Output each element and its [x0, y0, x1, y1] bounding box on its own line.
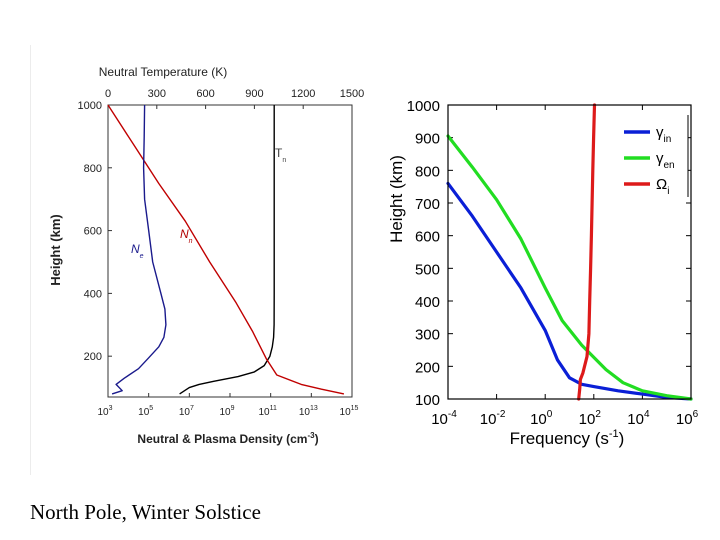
y-tick-label: 1000 — [407, 98, 440, 115]
top-axis-label: Neutral Temperature (K) — [99, 65, 228, 79]
y-tick-label: 400 — [84, 288, 102, 300]
y-tick-label: 700 — [415, 196, 440, 213]
y-axis-label: Height (km) — [387, 155, 406, 243]
y-axis-label: Height (km) — [48, 214, 63, 286]
y-tick-label: 300 — [415, 327, 440, 344]
x-tick-label: 109 — [219, 405, 234, 418]
top-tick-label: 1500 — [340, 88, 364, 100]
y-tick-label: 1000 — [78, 100, 102, 112]
y-tick-label: 200 — [84, 351, 102, 363]
y-tick-label: 100 — [415, 392, 440, 409]
x-tick-label: 10-4 — [431, 409, 457, 428]
label-Tn: Tn — [275, 146, 286, 164]
density-temperature-chart: Neutral Temperature (K) 0 300 600 900 1200 15… — [30, 45, 380, 475]
x-tick-label: 104 — [627, 409, 650, 428]
collision-frequency-chart: 100 200 300 400 500 600 700 800 900 1000 10-4 10-2… — [387, 98, 699, 448]
curve-gamma-en — [446, 134, 693, 401]
x-tick-label: 102 — [579, 409, 602, 428]
y-tick-label: 200 — [415, 359, 440, 376]
top-tick-label: 1200 — [291, 88, 315, 100]
x-tick-label: 10-2 — [480, 409, 506, 428]
legend-label: Ωi — [656, 176, 669, 197]
x-axis-label: Frequency (s-1) — [510, 428, 625, 448]
y-tick-label: 500 — [415, 261, 440, 278]
x-tick-label: 1015 — [340, 405, 359, 418]
legend-label: γin — [656, 124, 671, 145]
y-tick-label: 900 — [415, 131, 440, 148]
x-tick-label: 106 — [676, 409, 699, 428]
x-tick-label: 105 — [138, 405, 153, 418]
curve-gamma-in — [446, 181, 693, 401]
top-tick-label: 600 — [196, 88, 214, 100]
top-tick-label: 0 — [105, 88, 111, 100]
y-tick-label: 800 — [84, 163, 102, 175]
y-tick-label: 600 — [84, 226, 102, 238]
curve-omega-i — [577, 103, 597, 401]
top-tick-label: 900 — [245, 88, 263, 100]
label-Nn: Nn — [180, 227, 193, 245]
x-tick-label: 107 — [179, 405, 194, 418]
legend: γin γen Ωi — [618, 115, 689, 197]
x-tick-label: 103 — [97, 405, 112, 418]
plot-frame — [447, 104, 692, 400]
y-tick-label: 800 — [415, 163, 440, 180]
slide-caption: North Pole, Winter Solstice — [30, 500, 261, 524]
x-tick-label: 1011 — [258, 405, 276, 418]
y-tick-label: 400 — [415, 294, 440, 311]
top-tick-label: 300 — [148, 88, 166, 100]
legend-label: γen — [656, 150, 675, 171]
label-Ne: Ne — [131, 242, 144, 260]
panel-background — [30, 45, 380, 475]
x-tick-label: 1013 — [299, 405, 318, 418]
x-tick-label: 100 — [530, 409, 553, 428]
curve-Tn — [179, 105, 275, 395]
curve-Nn — [107, 104, 345, 395]
curve-Ne — [111, 104, 167, 395]
y-tick-label: 600 — [415, 229, 440, 246]
x-axis-label: Neutral & Plasma Density (cm-3) — [137, 431, 318, 446]
